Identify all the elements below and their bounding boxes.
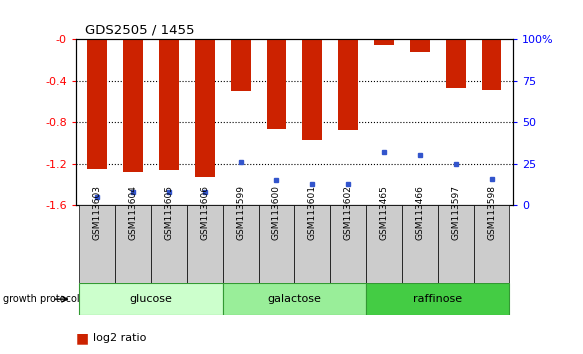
- Bar: [159, 39, 179, 170]
- Text: GSM113606: GSM113606: [201, 185, 209, 240]
- Bar: [294, 205, 330, 283]
- Text: GSM113602: GSM113602: [343, 185, 353, 240]
- Bar: [366, 205, 402, 283]
- Bar: [79, 205, 115, 283]
- Bar: [446, 39, 466, 88]
- Bar: [223, 205, 259, 283]
- Text: log2 ratio: log2 ratio: [93, 333, 147, 343]
- Text: GSM113601: GSM113601: [308, 185, 317, 240]
- Text: GDS2505 / 1455: GDS2505 / 1455: [85, 23, 194, 36]
- Bar: [259, 205, 294, 283]
- Bar: [402, 205, 438, 283]
- Bar: [195, 39, 215, 177]
- Text: glucose: glucose: [129, 294, 173, 304]
- Text: GSM113597: GSM113597: [451, 185, 460, 240]
- Bar: [338, 39, 358, 131]
- Bar: [410, 39, 430, 52]
- Text: galactose: galactose: [268, 294, 321, 304]
- Text: GSM113603: GSM113603: [93, 185, 102, 240]
- Text: GSM113600: GSM113600: [272, 185, 281, 240]
- Text: GSM113604: GSM113604: [129, 185, 138, 240]
- Text: GSM113466: GSM113466: [415, 185, 424, 240]
- Text: GSM113598: GSM113598: [487, 185, 496, 240]
- Text: GSM113605: GSM113605: [164, 185, 174, 240]
- Bar: [115, 205, 151, 283]
- Text: ■: ■: [76, 331, 89, 345]
- Bar: [223, 283, 366, 315]
- Bar: [330, 205, 366, 283]
- Bar: [438, 205, 473, 283]
- Bar: [473, 205, 510, 283]
- Bar: [374, 39, 394, 45]
- Bar: [366, 283, 510, 315]
- Bar: [79, 283, 223, 315]
- Bar: [87, 39, 107, 169]
- Text: raffinose: raffinose: [413, 294, 462, 304]
- Bar: [231, 39, 251, 91]
- Bar: [266, 39, 286, 130]
- Text: growth protocol: growth protocol: [3, 294, 79, 304]
- Text: GSM113599: GSM113599: [236, 185, 245, 240]
- Bar: [151, 205, 187, 283]
- Text: GSM113465: GSM113465: [380, 185, 388, 240]
- Bar: [187, 205, 223, 283]
- Bar: [303, 39, 322, 140]
- Bar: [123, 39, 143, 172]
- Bar: [482, 39, 501, 90]
